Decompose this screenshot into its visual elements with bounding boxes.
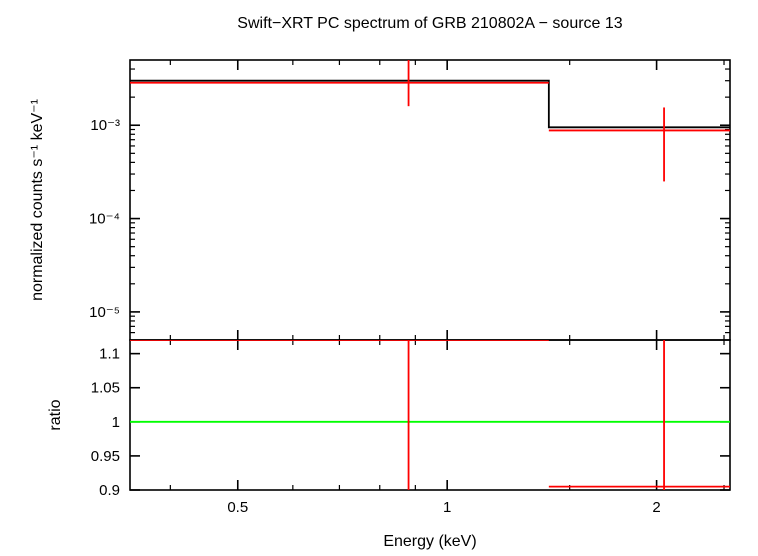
chart-container: Swift−XRT PC spectrum of GRB 210802A − s… bbox=[0, 0, 758, 556]
spectrum-chart: Swift−XRT PC spectrum of GRB 210802A − s… bbox=[0, 0, 758, 556]
xlabel: Energy (keV) bbox=[383, 533, 476, 550]
bottom-panel-content bbox=[130, 81, 730, 556]
ylabel-bottom: ratio bbox=[47, 399, 64, 430]
ytick-label-top: 10⁻⁴ bbox=[89, 211, 120, 228]
ytick-label-bottom: 1 bbox=[112, 414, 120, 431]
ytick-label-bottom: 1.05 bbox=[91, 380, 120, 397]
xtick-label: 2 bbox=[652, 499, 660, 516]
xtick-label: 1 bbox=[443, 499, 451, 516]
top-panel-content bbox=[130, 60, 730, 181]
xtick-label: 0.5 bbox=[227, 499, 248, 516]
ytick-label-bottom: 1.1 bbox=[99, 346, 120, 363]
ytick-label-bottom: 0.9 bbox=[99, 482, 120, 499]
ylabel-top: normalized counts s⁻¹ keV⁻¹ bbox=[29, 99, 46, 301]
top-panel-frame bbox=[130, 60, 730, 340]
model-step-line bbox=[130, 81, 730, 128]
ytick-label-top: 10⁻³ bbox=[90, 117, 120, 134]
bottom-panel-frame bbox=[130, 340, 730, 490]
chart-title: Swift−XRT PC spectrum of GRB 210802A − s… bbox=[237, 15, 622, 32]
ytick-label-top: 10⁻⁵ bbox=[89, 304, 120, 321]
ytick-label-bottom: 0.95 bbox=[91, 448, 120, 465]
